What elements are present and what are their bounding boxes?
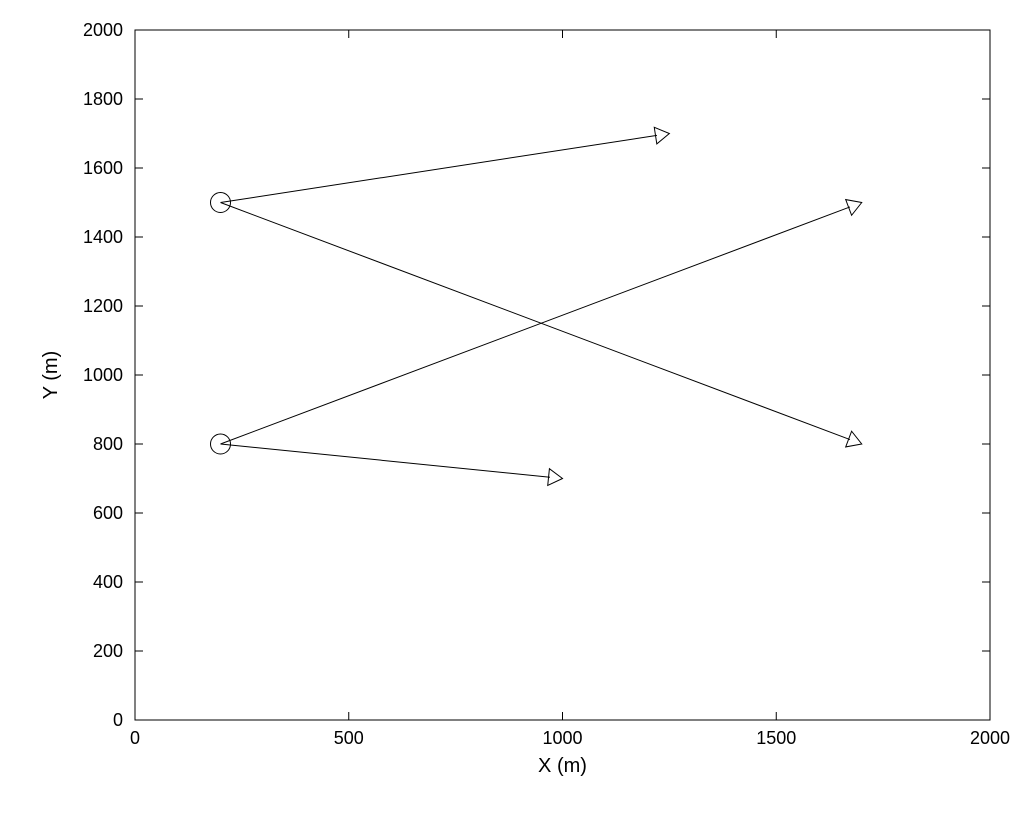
xtick-label: 500	[334, 728, 364, 748]
ytick-label: 2000	[83, 20, 123, 40]
xtick-label: 1500	[756, 728, 796, 748]
ytick-label: 400	[93, 572, 123, 592]
trajectory-chart: 0 500 1000 1500 2000 0 200 400 600 800 1000 1200 140…	[0, 0, 1031, 813]
xtick-label: 0	[130, 728, 140, 748]
x-axis-label: X (m)	[538, 755, 587, 777]
plot-box	[135, 30, 990, 720]
ytick-label: 600	[93, 503, 123, 523]
ytick-label: 1600	[83, 158, 123, 178]
ytick-label: 1000	[83, 365, 123, 385]
y-axis-label: Y (m)	[40, 351, 62, 400]
chart-svg: 0 500 1000 1500 2000 0 200 400 600 800 1000 1200 140…	[0, 0, 1031, 813]
ytick-label: 1200	[83, 296, 123, 316]
xtick-label: 2000	[970, 728, 1010, 748]
xtick-label: 1000	[542, 728, 582, 748]
ytick-label: 800	[93, 434, 123, 454]
ytick-label: 0	[113, 710, 123, 730]
ytick-label: 200	[93, 641, 123, 661]
ytick-label: 1400	[83, 227, 123, 247]
ytick-label: 1800	[83, 89, 123, 109]
